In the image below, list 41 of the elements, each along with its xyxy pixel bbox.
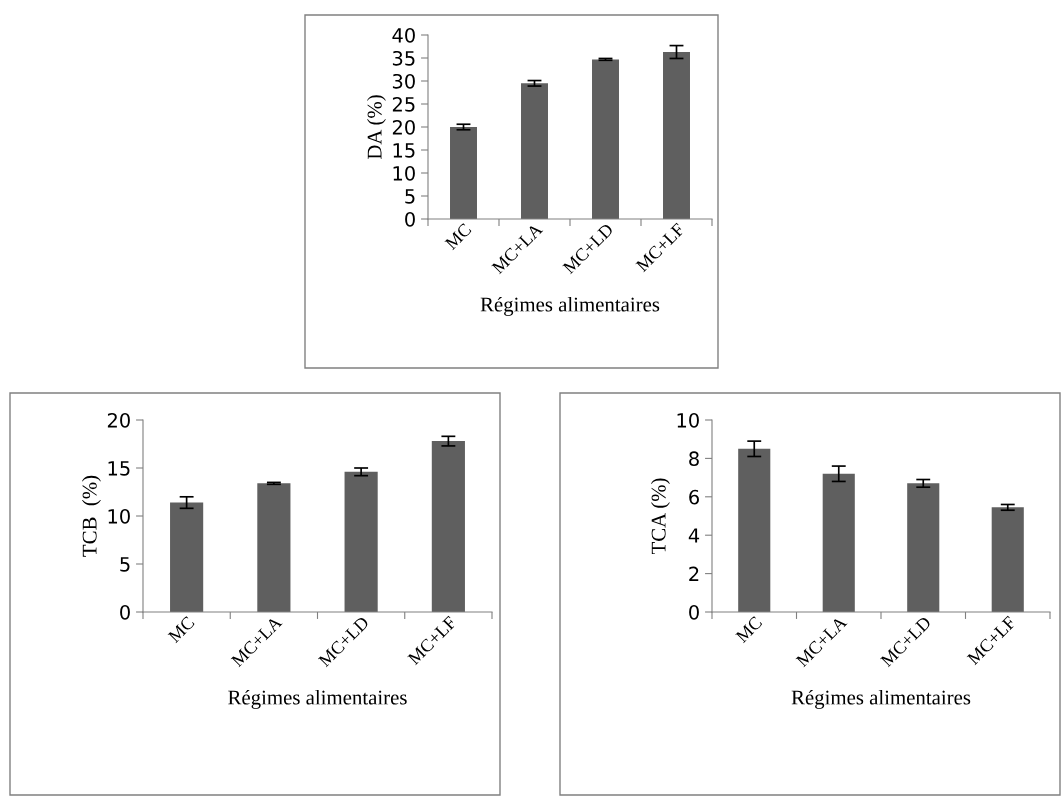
- y-axis-title: DA (%): [367, 95, 386, 160]
- y-tick-label: 15: [393, 143, 415, 158]
- bar: [822, 473, 855, 612]
- bar: [592, 59, 619, 219]
- bar: [257, 483, 291, 612]
- bar: [450, 127, 477, 219]
- x-axis-title: Régimes alimentaires: [791, 689, 971, 709]
- y-tick-label: 2: [689, 566, 699, 581]
- bar: [907, 483, 940, 612]
- y-tick-label: 5: [120, 557, 130, 572]
- y-tick-label: 35: [392, 50, 415, 66]
- bar: [521, 83, 548, 219]
- y-tick-label: 4: [688, 528, 700, 543]
- bar: [663, 52, 690, 219]
- y-tick-label: 0: [689, 604, 699, 620]
- y-axis-title: TCB (%): [82, 475, 101, 557]
- y-tick-label: 10: [677, 412, 699, 428]
- x-axis-title: Régimes alimentaires: [480, 296, 660, 316]
- x-tick-label: MC: [735, 615, 763, 644]
- y-tick-label: 8: [689, 451, 699, 467]
- y-tick-label: 10: [393, 165, 415, 181]
- bar: [170, 502, 204, 612]
- bar: [991, 507, 1024, 612]
- y-tick-label: 15: [108, 461, 130, 476]
- y-tick-label: 6: [689, 489, 699, 505]
- y-tick-label: 30: [392, 73, 415, 89]
- y-tick-label: 20: [107, 412, 130, 428]
- x-tick-label: MC: [167, 615, 195, 644]
- x-tick-label: MC: [444, 222, 472, 251]
- x-axis-title: Régimes alimentaires: [228, 689, 407, 709]
- y-tick-label: 20: [392, 119, 415, 135]
- y-tick-label: 10: [108, 508, 130, 524]
- y-tick-label: 40: [392, 27, 415, 43]
- y-axis-title: TCA (%): [651, 478, 670, 555]
- bar: [431, 441, 465, 612]
- y-tick-label: 25: [392, 96, 415, 112]
- y-tick-label: 0: [405, 211, 415, 227]
- bar: [738, 448, 771, 612]
- y-tick-label: 5: [405, 189, 415, 204]
- bar: [344, 471, 378, 612]
- y-tick-label: 0: [120, 604, 130, 620]
